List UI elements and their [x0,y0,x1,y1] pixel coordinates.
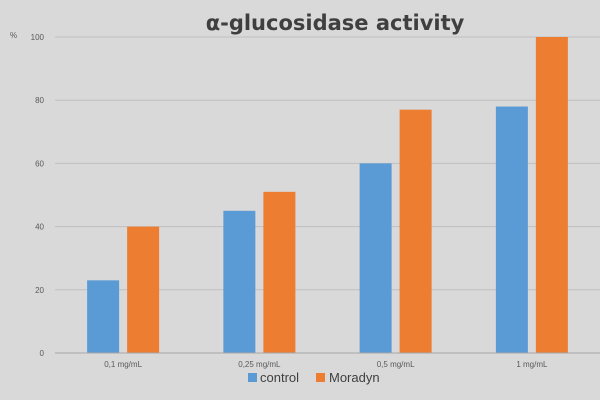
bar-control-1 [87,280,120,353]
y-axis-ticks: 0 20 40 60 80 100 [31,33,45,358]
x-tick-label: 0,5 mg/mL [377,360,415,369]
y-axis-label: % [10,31,17,40]
y-tick-label: 0 [40,349,45,358]
legend-label-control: control [260,370,299,385]
x-tick-label: 1 mg/mL [516,360,548,369]
chart-title: α-glucosidase activity [206,11,465,35]
bar-moradyn-1 [127,226,160,353]
bar-moradyn-3 [399,109,432,354]
y-tick-label: 100 [31,33,45,42]
x-axis-ticks: 0,1 mg/mL 0,25 mg/mL 0,5 mg/mL 1 mg/mL [104,360,548,369]
bar-control-4 [495,106,528,354]
y-tick-label: 60 [35,159,44,168]
x-tick-label: 0,25 mg/mL [238,360,281,369]
y-tick-label: 40 [35,223,44,232]
x-tick-label: 0,1 mg/mL [104,360,142,369]
legend-label-moradyn: Moradyn [329,370,380,385]
bar-moradyn-4 [535,37,568,353]
legend-swatch-moradyn [316,373,325,382]
legend: control Moradyn [248,370,380,385]
legend-swatch-control [248,373,257,382]
bar-control-2 [223,210,256,353]
y-tick-label: 80 [35,96,44,105]
bar-moradyn-2 [263,191,296,353]
bars [87,37,568,354]
y-tick-label: 20 [35,286,44,295]
bar-control-3 [359,163,392,353]
